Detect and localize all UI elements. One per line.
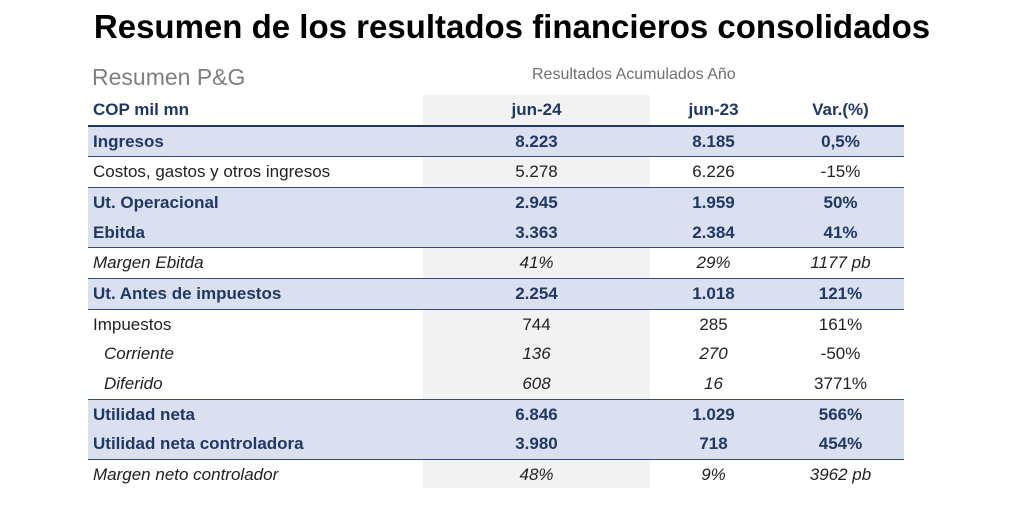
row-label: Ut. Operacional bbox=[88, 187, 423, 218]
value-jun-24: 8.223 bbox=[423, 125, 650, 157]
table-row: Margen neto controlador 48% 9% 3962 pb bbox=[88, 459, 904, 490]
pl-summary-table: COP mil mn jun-24 jun-23 Var.(%) Ingreso… bbox=[88, 95, 904, 490]
value-jun-23: 6.226 bbox=[650, 156, 777, 188]
value-jun-24: 41% bbox=[423, 247, 650, 279]
value-variation: 566% bbox=[777, 398, 904, 430]
row-label: Diferido bbox=[104, 374, 163, 394]
value-jun-23: 9% bbox=[650, 459, 777, 490]
row-label: Utilidad neta controladora bbox=[88, 429, 423, 460]
table-row: Utilidad neta controladora 3.980 718 454… bbox=[88, 429, 904, 460]
header-units: COP mil mn bbox=[88, 95, 423, 127]
row-label: Costos, gastos y otros ingresos bbox=[88, 156, 423, 188]
table-row: Ebitda 3.363 2.384 41% bbox=[88, 217, 904, 248]
value-jun-23: 29% bbox=[650, 247, 777, 279]
row-label: Corriente bbox=[104, 344, 174, 364]
value-variation: 3771% bbox=[814, 374, 867, 394]
value-jun-23: 1.959 bbox=[650, 187, 777, 218]
value-jun-23: 270 bbox=[699, 344, 728, 364]
row-label: Margen Ebitda bbox=[88, 247, 423, 279]
value-jun-23: 1.029 bbox=[650, 398, 777, 430]
table-row: Utilidad neta 6.846 1.029 566% bbox=[88, 398, 904, 430]
value-variation: -50% bbox=[820, 344, 861, 364]
header-jun-24: jun-24 bbox=[423, 95, 650, 127]
row-label: Ebitda bbox=[88, 217, 423, 248]
value-jun-23: 1.018 bbox=[650, 278, 777, 310]
table-header-row: COP mil mn jun-24 jun-23 Var.(%) bbox=[88, 95, 904, 127]
header-jun-23: jun-23 bbox=[650, 95, 777, 127]
table-subtitle: Resumen P&G bbox=[92, 64, 246, 90]
value-variation: 121% bbox=[777, 278, 904, 310]
table-row: Ut. Antes de impuestos 2.254 1.018 121% bbox=[88, 278, 904, 310]
row-label: Impuestos bbox=[88, 308, 423, 340]
value-jun-23: 718 bbox=[650, 429, 777, 460]
value-jun-24: 744 bbox=[423, 308, 650, 340]
value-jun-23: 16 bbox=[704, 374, 723, 394]
page-title: Resumen de los resultados financieros co… bbox=[93, 8, 931, 45]
table-row: Margen Ebitda 41% 29% 1177 pb bbox=[88, 247, 904, 279]
value-jun-23: 2.384 bbox=[650, 217, 777, 248]
value-jun-24: 2.254 bbox=[423, 278, 650, 310]
row-label: Ut. Antes de impuestos bbox=[88, 278, 423, 310]
value-jun-24: 5.278 bbox=[423, 156, 650, 188]
value-jun-23: 8.185 bbox=[650, 125, 777, 157]
table-row: Corriente 136 270 -50% bbox=[88, 340, 904, 370]
table-row: Costos, gastos y otros ingresos 5.278 6.… bbox=[88, 156, 904, 188]
table-row: Impuestos 744 285 161% bbox=[88, 308, 904, 340]
value-variation: 41% bbox=[777, 217, 904, 248]
table-row: Ingresos 8.223 8.185 0,5% bbox=[88, 125, 904, 157]
value-variation: 3962 pb bbox=[777, 459, 904, 490]
value-jun-24: 3.363 bbox=[423, 217, 650, 248]
value-jun-24: 136 bbox=[522, 344, 551, 364]
value-jun-24: 2.945 bbox=[423, 187, 650, 218]
period-caption: Resultados Acumulados Año bbox=[532, 66, 736, 83]
value-jun-24: 3.980 bbox=[423, 429, 650, 460]
value-variation: 0,5% bbox=[777, 125, 904, 157]
value-variation: -15% bbox=[777, 156, 904, 188]
row-label: Utilidad neta bbox=[88, 398, 423, 430]
value-variation: 454% bbox=[777, 429, 904, 460]
row-label: Margen neto controlador bbox=[88, 459, 423, 490]
value-jun-24: 608 bbox=[522, 374, 551, 394]
table-row: Diferido 608 16 3771% bbox=[88, 369, 904, 399]
value-variation: 50% bbox=[777, 187, 904, 218]
value-jun-23: 285 bbox=[650, 308, 777, 340]
table-row: Ut. Operacional 2.945 1.959 50% bbox=[88, 187, 904, 218]
row-label: Ingresos bbox=[88, 125, 423, 157]
value-jun-24: 6.846 bbox=[423, 398, 650, 430]
value-jun-24: 48% bbox=[423, 459, 650, 490]
header-variation: Var.(%) bbox=[777, 95, 904, 127]
value-variation: 161% bbox=[777, 308, 904, 340]
value-variation: 1177 pb bbox=[777, 247, 904, 279]
